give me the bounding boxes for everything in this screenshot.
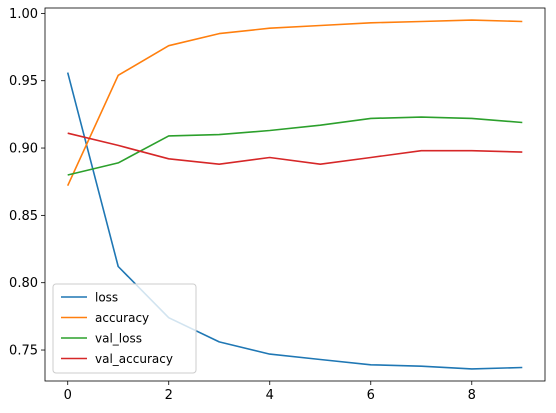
y-tick-label: 0.90	[9, 142, 38, 157]
y-tick-label: 0.80	[9, 276, 38, 291]
y-tick-label: 0.95	[9, 74, 38, 89]
x-tick-label: 8	[468, 388, 476, 403]
series-line-accuracy	[66, 19, 523, 187]
y-axis: 0.75 0.80 0.85 0.90 0.95 1.00	[9, 7, 45, 359]
x-tick-label: 2	[165, 388, 173, 403]
legend-label-accuracy: accuracy	[95, 311, 149, 325]
x-tick-label: 0	[64, 388, 72, 403]
legend: loss accuracy val_loss val_accuracy	[52, 283, 197, 374]
x-axis: 0 2 4 6 8	[64, 381, 476, 403]
legend-box	[52, 283, 197, 374]
y-tick-label: 0.85	[9, 209, 38, 224]
legend-label-loss: loss	[95, 291, 118, 305]
axes-frame	[44, 7, 546, 382]
x-tick-label: 6	[367, 388, 375, 403]
legend-label-val-loss: val_loss	[95, 332, 142, 346]
y-tick-label: 0.75	[9, 344, 38, 359]
y-tick-label: 1.00	[9, 7, 38, 22]
series-line-val-loss	[67, 116, 523, 176]
legend-label-val-accuracy: val_accuracy	[95, 352, 173, 366]
series-line-val-accuracy	[67, 132, 523, 165]
x-tick-label: 4	[266, 388, 274, 403]
